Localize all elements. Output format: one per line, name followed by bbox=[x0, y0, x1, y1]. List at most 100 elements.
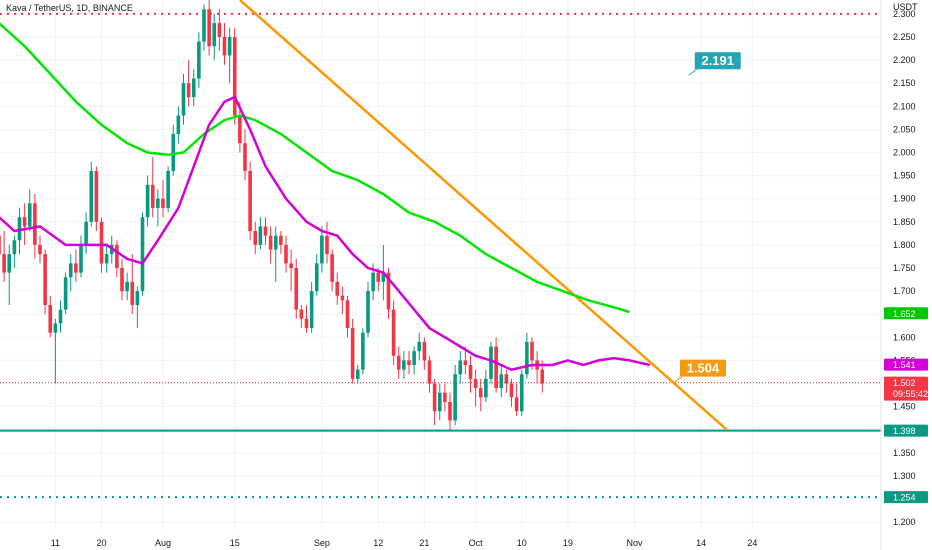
candle-body bbox=[437, 392, 442, 412]
level-badge-text: 1.254 bbox=[893, 493, 916, 503]
candle-body bbox=[53, 323, 58, 333]
x-tick-label: 10 bbox=[517, 538, 527, 548]
y-tick-label: 1.450 bbox=[893, 402, 916, 412]
candle-body bbox=[335, 281, 340, 296]
x-tick-label: 21 bbox=[419, 538, 429, 548]
candle-body bbox=[89, 170, 94, 222]
currency-label: USDT bbox=[893, 2, 918, 12]
y-tick-label: 1.200 bbox=[893, 517, 916, 527]
y-tick-label: 2.200 bbox=[893, 55, 916, 65]
x-tick-label: 15 bbox=[230, 538, 240, 548]
candle-body bbox=[519, 374, 524, 412]
candle-body bbox=[458, 360, 463, 375]
y-tick-label: 2.250 bbox=[893, 32, 916, 42]
y-tick-label: 2.000 bbox=[893, 147, 916, 157]
candle-body bbox=[27, 203, 32, 227]
candle-body bbox=[166, 170, 170, 208]
candle-body bbox=[253, 231, 258, 245]
candle-body bbox=[22, 217, 27, 227]
candle-body bbox=[197, 41, 201, 79]
candle-body bbox=[227, 36, 232, 56]
y-tick-label: 2.300 bbox=[893, 9, 916, 19]
candle-body bbox=[120, 268, 124, 292]
callouts[interactable]: 2.191 1.504 bbox=[673, 52, 741, 384]
candle-body bbox=[263, 226, 268, 236]
candle-body bbox=[376, 272, 381, 282]
candle-body bbox=[432, 383, 437, 412]
candle-body bbox=[79, 244, 83, 273]
current-price-text: 1.502 bbox=[893, 378, 916, 388]
candle-body bbox=[325, 235, 329, 255]
candle-body bbox=[33, 203, 37, 245]
candle-body bbox=[448, 402, 452, 421]
candle-body bbox=[407, 360, 411, 366]
candle-body bbox=[299, 309, 304, 319]
candle-body bbox=[473, 378, 478, 389]
y-tick-label: 2.100 bbox=[893, 101, 916, 111]
candle-body bbox=[7, 254, 12, 273]
price-axis[interactable]: 1.2001.2501.3001.3501.4001.4501.5001.550… bbox=[893, 9, 916, 527]
candle-body bbox=[130, 281, 135, 305]
candle-body bbox=[484, 378, 488, 398]
candle-body bbox=[453, 374, 457, 421]
candle-body bbox=[2, 254, 6, 273]
candle-body bbox=[294, 268, 299, 310]
candle-body bbox=[530, 341, 534, 361]
candle-body bbox=[212, 23, 217, 47]
candle-body bbox=[350, 328, 355, 379]
candle-body bbox=[12, 240, 17, 255]
candle-body bbox=[181, 83, 186, 116]
y-tick-label: 1.750 bbox=[893, 263, 916, 273]
x-tick-label: 24 bbox=[747, 538, 757, 548]
callout-box[interactable] bbox=[694, 52, 741, 70]
candles bbox=[0, 0, 545, 430]
candle-body bbox=[386, 272, 391, 310]
candle-body bbox=[284, 244, 288, 264]
candle-body bbox=[222, 36, 227, 56]
candle-body bbox=[238, 115, 242, 144]
candle-body bbox=[99, 221, 104, 264]
callout-box[interactable] bbox=[680, 359, 726, 377]
x-tick-label: Nov bbox=[626, 538, 643, 548]
candle-body bbox=[17, 217, 22, 241]
callout-pointer bbox=[673, 376, 683, 384]
candle-body bbox=[417, 341, 422, 352]
trendline-segment[interactable] bbox=[239, 0, 728, 431]
x-tick-label: Sep bbox=[314, 538, 330, 548]
callout-text: 2.191 bbox=[701, 53, 734, 68]
candle-body bbox=[355, 369, 360, 379]
candle-body bbox=[202, 9, 206, 42]
ma-badge-text: 1.652 bbox=[893, 309, 916, 319]
candle-body bbox=[176, 115, 181, 134]
candle-body bbox=[217, 23, 222, 37]
candle-body bbox=[412, 351, 416, 366]
candle-body bbox=[340, 295, 345, 301]
candle-body bbox=[268, 235, 273, 250]
candle-body bbox=[330, 254, 334, 282]
candle-body bbox=[115, 244, 119, 268]
y-tick-label: 1.700 bbox=[893, 286, 916, 296]
candle-body bbox=[509, 383, 514, 398]
time-axis[interactable]: 11 20 Aug 15 Sep 12 21 Oct 10 19 Nov 14 24 bbox=[51, 538, 758, 548]
candle-body bbox=[135, 291, 140, 305]
candle-body bbox=[140, 217, 145, 292]
candle-body bbox=[48, 304, 53, 333]
candle-body bbox=[232, 36, 237, 116]
candle-body bbox=[499, 374, 504, 389]
trendline[interactable] bbox=[239, 0, 728, 431]
y-tick-label: 1.800 bbox=[893, 240, 916, 250]
x-tick-label: 11 bbox=[51, 538, 60, 548]
candle-body bbox=[289, 263, 293, 268]
candle-body bbox=[258, 226, 263, 245]
candle-body bbox=[489, 346, 493, 379]
candle-body bbox=[161, 198, 165, 208]
candle-body bbox=[314, 263, 319, 292]
candle-body bbox=[381, 272, 386, 282]
candle-body bbox=[68, 263, 73, 278]
candle-body bbox=[422, 341, 427, 361]
ma-badge bbox=[884, 358, 928, 371]
y-tick-label: 2.050 bbox=[893, 124, 916, 134]
candle-body bbox=[156, 198, 160, 208]
candle-body bbox=[63, 277, 68, 310]
